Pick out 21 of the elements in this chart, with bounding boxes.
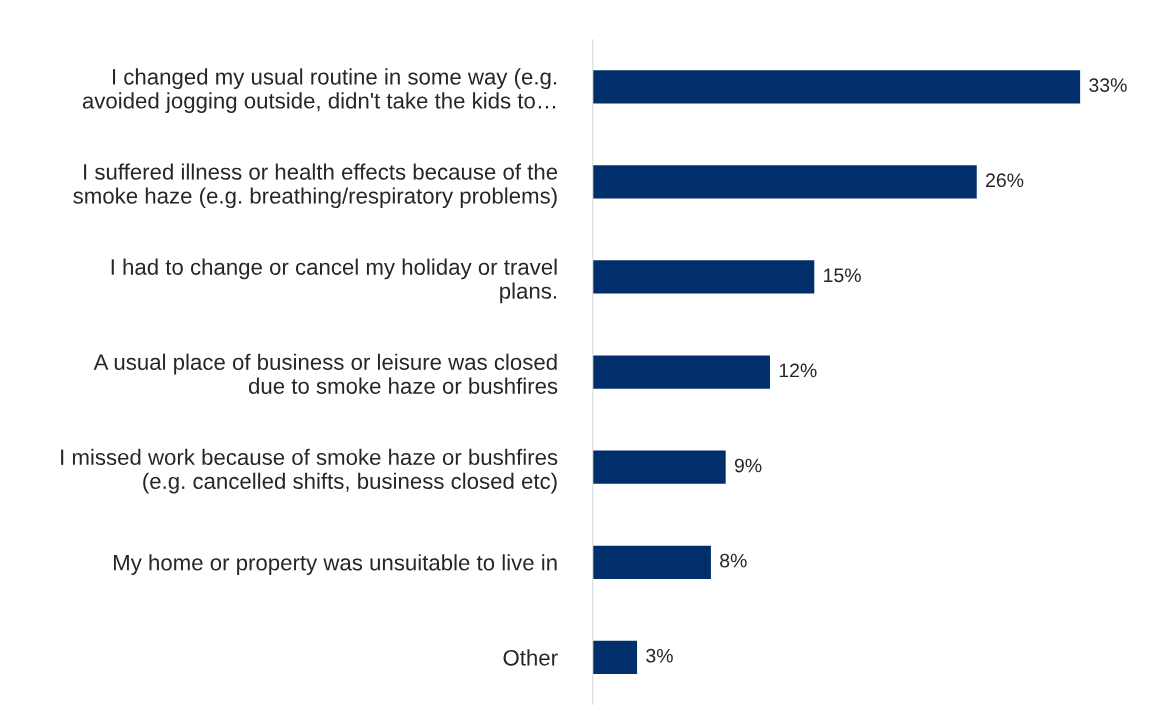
data-label: 12%	[779, 363, 817, 378]
y-tick-label: My home or property was unsuitable to live in	[114, 554, 557, 575]
bar	[592, 260, 815, 294]
y-tick-label: I changed my usual routine in some way (e.g. avoided jogging outside, didn't take the kids to…	[82, 68, 557, 114]
data-label: 15%	[824, 268, 861, 283]
bar	[592, 70, 1081, 104]
data-label: 8%	[720, 553, 747, 568]
y-tick-label: A usual place of business or leisure was closed due to smoke haze or bushfires	[93, 353, 558, 394]
y-tick-label: I had to change or cancel my holiday or travel plans.	[111, 258, 557, 304]
data-label: 26%	[986, 173, 1024, 188]
y-tick-label: I suffered illness or health effects because of the smoke haze (e.g. breathing/respiratory problems)	[73, 163, 558, 209]
bar	[592, 545, 711, 579]
bar	[592, 450, 726, 484]
y-tick-label: I missed work because of smoke haze or bushfires (e.g. cancelled shifts, business closed etc)	[61, 448, 558, 494]
data-label: 9%	[734, 458, 762, 473]
y-tick-label: Other	[503, 649, 558, 666]
bar	[592, 165, 977, 199]
data-label: 3%	[646, 648, 673, 663]
bar	[592, 640, 638, 675]
data-label: 33%	[1089, 78, 1127, 92]
bar	[592, 355, 770, 389]
